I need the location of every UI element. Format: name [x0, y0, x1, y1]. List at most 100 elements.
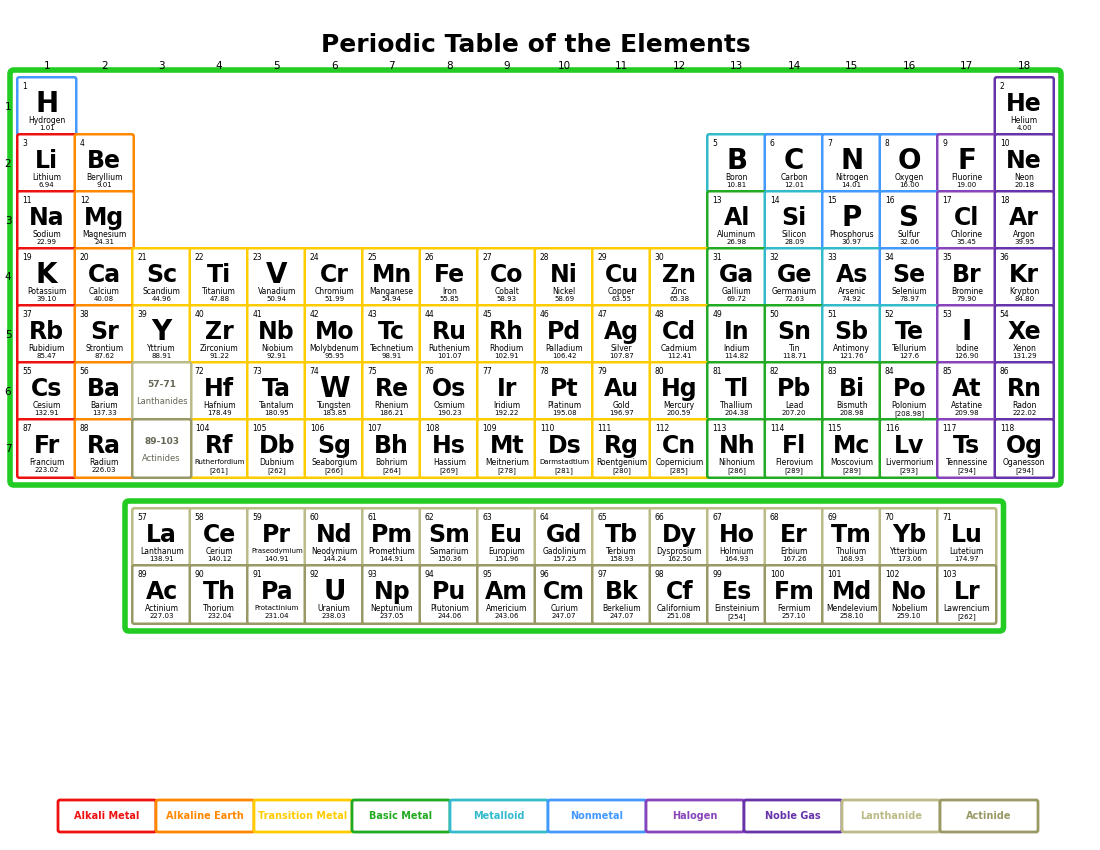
Text: Tb: Tb	[605, 524, 638, 547]
Text: 24.31: 24.31	[95, 240, 114, 246]
Text: 34: 34	[884, 253, 894, 263]
Text: Beryllium: Beryllium	[86, 173, 122, 182]
FancyBboxPatch shape	[592, 419, 651, 478]
Text: Ti: Ti	[207, 264, 231, 287]
Text: Mt: Mt	[490, 434, 524, 458]
FancyBboxPatch shape	[420, 565, 478, 624]
FancyBboxPatch shape	[592, 565, 651, 624]
Text: Ho: Ho	[718, 524, 755, 547]
Text: 28: 28	[540, 253, 549, 263]
Text: 39.10: 39.10	[36, 297, 57, 303]
Text: Lutetium: Lutetium	[949, 547, 983, 556]
Text: Au: Au	[604, 377, 639, 401]
Text: 19.00: 19.00	[957, 182, 977, 189]
Text: 144.24: 144.24	[322, 556, 346, 563]
Text: 50: 50	[770, 310, 780, 320]
Text: Cadmium: Cadmium	[661, 343, 697, 353]
Text: 5: 5	[713, 139, 717, 148]
FancyBboxPatch shape	[156, 800, 254, 832]
FancyBboxPatch shape	[362, 508, 421, 567]
Text: 89: 89	[138, 570, 147, 579]
Text: Astatine: Astatine	[950, 400, 982, 410]
FancyBboxPatch shape	[592, 305, 651, 364]
Text: Cs: Cs	[31, 377, 63, 401]
Text: 110: 110	[540, 424, 554, 434]
Text: 57: 57	[138, 513, 147, 522]
Text: 107: 107	[367, 424, 382, 434]
Text: 50.94: 50.94	[266, 297, 287, 303]
Text: 237.05: 237.05	[379, 614, 404, 620]
Text: Tin: Tin	[789, 343, 800, 353]
FancyBboxPatch shape	[764, 508, 824, 567]
Text: 12: 12	[79, 196, 89, 205]
Text: Iridium: Iridium	[493, 400, 520, 410]
Text: Fl: Fl	[782, 434, 806, 458]
Text: 4.00: 4.00	[1016, 125, 1032, 131]
Text: Promethium: Promethium	[368, 547, 415, 556]
Text: 231.04: 231.04	[264, 614, 289, 620]
FancyBboxPatch shape	[880, 191, 938, 250]
Text: Sulfur: Sulfur	[898, 230, 921, 239]
Text: 140.12: 140.12	[207, 556, 231, 563]
Text: In: In	[724, 320, 749, 344]
Text: Lithium: Lithium	[32, 173, 62, 182]
Text: Technetium: Technetium	[370, 343, 414, 353]
Text: Am: Am	[485, 581, 528, 604]
Text: Gadolinium: Gadolinium	[542, 547, 586, 556]
Text: 109: 109	[482, 424, 497, 434]
Text: 26: 26	[425, 253, 435, 263]
Text: 106: 106	[310, 424, 324, 434]
FancyBboxPatch shape	[248, 362, 306, 421]
Text: Mc: Mc	[833, 434, 870, 458]
FancyBboxPatch shape	[477, 362, 537, 421]
Text: Nitrogen: Nitrogen	[835, 173, 868, 182]
Text: 257.10: 257.10	[782, 614, 806, 620]
Text: Indium: Indium	[724, 343, 750, 353]
Text: Ruthenium: Ruthenium	[428, 343, 470, 353]
Text: 94: 94	[425, 570, 435, 579]
FancyBboxPatch shape	[646, 800, 744, 832]
Text: 209.98: 209.98	[955, 411, 979, 416]
Text: 16: 16	[884, 196, 894, 205]
Text: 65: 65	[597, 513, 607, 522]
Text: Moscovium: Moscovium	[830, 457, 873, 467]
Text: Pb: Pb	[777, 377, 812, 401]
Text: Cr: Cr	[320, 264, 349, 287]
Text: Krypton: Krypton	[1009, 286, 1040, 296]
Text: Rhodium: Rhodium	[490, 343, 524, 353]
Text: 39.95: 39.95	[1014, 240, 1034, 246]
Text: [269]: [269]	[440, 467, 459, 473]
FancyBboxPatch shape	[450, 800, 548, 832]
FancyBboxPatch shape	[937, 134, 997, 193]
FancyBboxPatch shape	[305, 565, 364, 624]
Text: 57-71: 57-71	[147, 381, 176, 389]
Text: 24: 24	[310, 253, 319, 263]
Text: Palladium: Palladium	[546, 343, 583, 353]
Text: 13: 13	[713, 196, 722, 205]
Text: Iron: Iron	[442, 286, 456, 296]
Text: Tl: Tl	[725, 377, 749, 401]
Text: 102: 102	[884, 570, 899, 579]
Text: Gd: Gd	[546, 524, 582, 547]
Text: Ge: Ge	[777, 264, 812, 287]
FancyBboxPatch shape	[764, 362, 824, 421]
Text: 162.50: 162.50	[667, 556, 692, 563]
Text: V: V	[266, 261, 287, 289]
FancyBboxPatch shape	[248, 419, 306, 478]
Text: Br: Br	[952, 264, 981, 287]
FancyBboxPatch shape	[764, 191, 824, 250]
Text: 87.62: 87.62	[95, 354, 114, 360]
Text: 46: 46	[540, 310, 550, 320]
Text: 28.09: 28.09	[784, 240, 804, 246]
Text: 96: 96	[540, 570, 550, 579]
FancyBboxPatch shape	[880, 419, 938, 478]
Text: 83: 83	[827, 367, 837, 377]
FancyBboxPatch shape	[420, 305, 478, 364]
FancyBboxPatch shape	[994, 248, 1054, 307]
FancyBboxPatch shape	[994, 362, 1054, 421]
Text: [266]: [266]	[324, 467, 343, 473]
Text: Sg: Sg	[317, 434, 351, 458]
Text: 7: 7	[827, 139, 832, 148]
FancyBboxPatch shape	[880, 305, 938, 364]
FancyBboxPatch shape	[823, 419, 881, 478]
